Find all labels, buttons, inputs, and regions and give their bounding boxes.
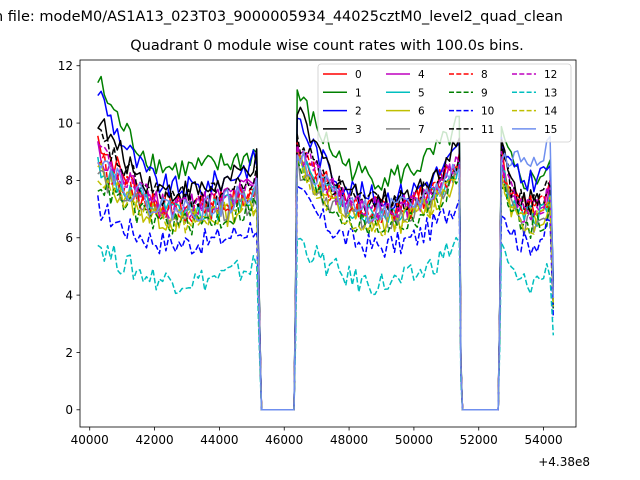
x-tick-label: 46000 <box>265 433 303 447</box>
y-tick-label: 8 <box>65 174 73 188</box>
legend-entry-3: 3 <box>355 124 362 136</box>
legend-entry-14: 14 <box>544 106 558 118</box>
series-line-11 <box>97 127 555 411</box>
y-tick-label: 2 <box>65 346 73 360</box>
x-tick-label: 40000 <box>71 433 109 447</box>
legend-entry-13: 13 <box>544 87 557 99</box>
y-tick-label: 4 <box>65 288 73 302</box>
series-line-3 <box>97 106 555 411</box>
legend-entry-2: 2 <box>355 106 362 118</box>
x-tick-label: 50000 <box>395 433 433 447</box>
legend-entry-10: 10 <box>481 106 494 118</box>
legend-entry-5: 5 <box>418 87 425 99</box>
series-line-13 <box>97 236 555 411</box>
y-tick-label: 0 <box>65 403 73 417</box>
legend-entry-6: 6 <box>418 106 425 118</box>
axes-frame <box>79 59 577 428</box>
x-offset-label: +4.38e8 <box>538 455 590 469</box>
legend-entry-11: 11 <box>481 124 494 136</box>
figure-suptitle: n file: modeM0/AS1A13_023T03_9000005934_… <box>0 9 563 25</box>
legend-entry-7: 7 <box>418 124 425 136</box>
x-tick-label: 54000 <box>524 433 562 447</box>
series-line-10 <box>97 185 555 411</box>
legend-entry-9: 9 <box>481 87 488 99</box>
x-tick-label: 44000 <box>200 433 238 447</box>
x-tick-label: 48000 <box>330 433 368 447</box>
x-tick-label: 42000 <box>135 433 173 447</box>
y-tick-label: 12 <box>58 59 73 73</box>
legend-frame <box>317 63 572 143</box>
chart-title: Quadrant 0 module wise count rates with … <box>130 38 524 54</box>
legend-entry-1: 1 <box>355 87 362 99</box>
y-tick-label: 6 <box>65 231 73 245</box>
plot-area: 40000 42000 44000 46000 48000 50000 52000 54000… <box>58 59 590 469</box>
series-group <box>97 75 555 411</box>
legend-entry-0: 0 <box>355 69 362 81</box>
legend-entry-15: 15 <box>544 124 557 136</box>
x-tick-label: 52000 <box>460 433 498 447</box>
legend-entry-4: 4 <box>418 69 425 81</box>
y-tick-label: 10 <box>58 116 73 130</box>
legend-entry-8: 8 <box>481 69 488 81</box>
series-line-15 <box>97 135 555 411</box>
legend-entry-12: 12 <box>544 69 557 81</box>
